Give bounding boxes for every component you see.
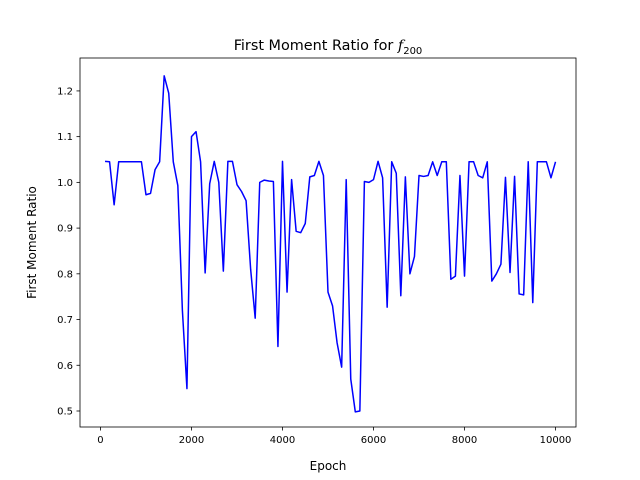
x-tick-label: 10000 — [540, 435, 572, 446]
x-tick-label: 2000 — [179, 435, 204, 446]
y-tick-label: 1.2 — [57, 87, 73, 98]
x-tick-label: 4000 — [270, 435, 295, 446]
plot-frame — [79, 57, 577, 428]
y-tick-label: 1.0 — [57, 178, 73, 189]
y-axis: 0.5 0.6 0.7 0.8 0.9 1.0 1.1 1.2 — [57, 87, 80, 418]
y-tick-label: 0.7 — [57, 315, 73, 326]
x-tick-label: 6000 — [361, 435, 386, 446]
chart-title-subscript: 200 — [403, 46, 422, 57]
chart-title-variable: f — [397, 38, 406, 54]
y-tick-label: 0.6 — [57, 361, 73, 372]
series-line — [104, 75, 557, 413]
y-axis-label: First Moment Ratio — [25, 186, 39, 299]
x-axis: 0 2000 4000 6000 8000 10000 — [97, 427, 571, 446]
x-tick-label: 8000 — [452, 435, 477, 446]
y-tick-label: 0.5 — [57, 407, 73, 418]
y-tick-label: 1.1 — [57, 132, 73, 143]
x-axis-label: Epoch — [310, 459, 347, 473]
y-tick-label: 0.8 — [57, 269, 73, 280]
y-tick-label: 0.9 — [57, 224, 73, 235]
chart-title-prefix: First Moment Ratio for — [234, 38, 398, 54]
chart-title: First Moment Ratio for f200 — [234, 38, 423, 57]
x-tick-label: 0 — [97, 435, 103, 446]
